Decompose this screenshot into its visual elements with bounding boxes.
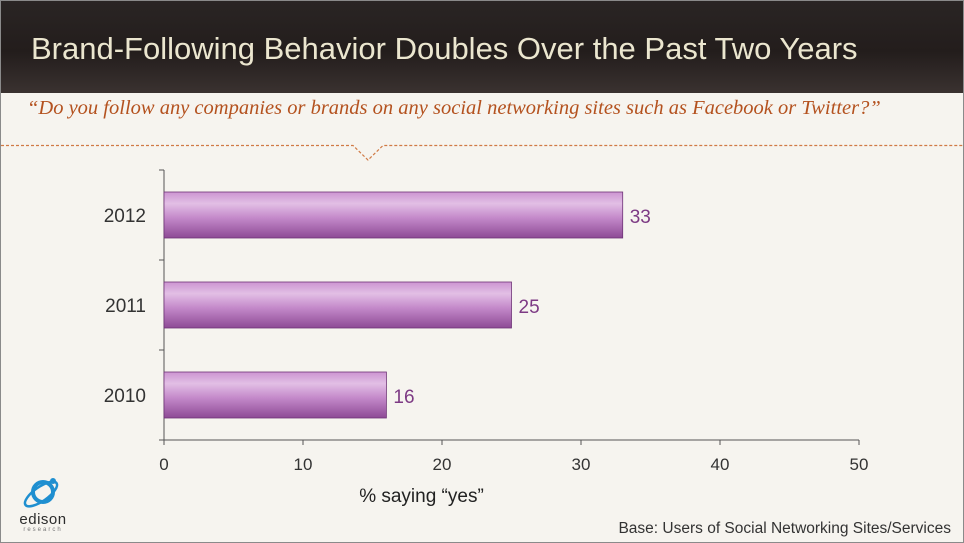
slide-title: Brand-Following Behavior Doubles Over th… (31, 31, 858, 66)
x-tick-label: 50 (850, 455, 869, 474)
x-axis-title: % saying “yes” (359, 486, 484, 507)
y-category-label: 2011 (105, 296, 146, 317)
bar (163, 281, 512, 329)
header-bar: Brand-Following Behavior Doubles Over th… (1, 1, 963, 93)
x-tick-label: 20 (433, 455, 452, 474)
x-tick-label: 40 (711, 455, 730, 474)
bar-value-label: 16 (393, 387, 414, 408)
logo-tagline: research (23, 527, 63, 533)
divider-line (1, 144, 963, 161)
bar-value-label: 33 (630, 207, 651, 228)
base-note: Base: Users of Social Networking Sites/S… (618, 520, 951, 537)
logo-wordmark: edison (19, 511, 67, 528)
x-tick-label: 0 (159, 455, 168, 474)
survey-question: “Do you follow any companies or brands o… (27, 97, 881, 119)
bar-value-label: 25 (519, 297, 540, 318)
x-tick-label: 10 (294, 455, 313, 474)
x-tick-label: 30 (572, 455, 591, 474)
bar (163, 191, 624, 239)
y-category-label: 2010 (104, 386, 146, 407)
edison-orbit-logo-icon (23, 478, 59, 508)
edison-logo: edison research (11, 475, 75, 537)
bar (163, 371, 387, 419)
y-category-label: 2012 (104, 206, 146, 227)
